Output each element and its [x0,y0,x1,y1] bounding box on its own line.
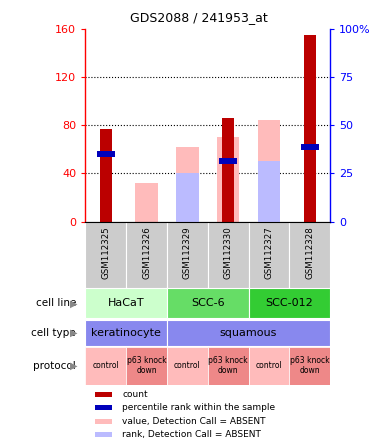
Bar [219,159,237,164]
Bar [96,151,115,157]
Text: count: count [122,390,148,399]
Bar [95,432,112,437]
Text: GSM112325: GSM112325 [101,226,110,279]
Bar [85,347,126,385]
Text: p63 knock
down: p63 knock down [127,356,166,376]
Bar [126,347,167,385]
Text: control: control [174,361,201,370]
Bar [289,222,330,288]
Bar [85,289,167,318]
Bar [208,222,249,288]
Bar [135,183,158,222]
Bar [95,405,112,410]
Text: GSM112330: GSM112330 [224,226,233,279]
Bar [249,289,330,318]
Text: ▶: ▶ [70,328,77,338]
Text: GSM112329: GSM112329 [183,226,192,279]
Bar [289,347,330,385]
Bar [95,392,112,396]
Text: GSM112328: GSM112328 [305,226,314,279]
Text: GSM112327: GSM112327 [265,226,273,279]
Bar [303,35,316,222]
Text: GDS2088 / 241953_at: GDS2088 / 241953_at [129,11,267,24]
Text: GSM112326: GSM112326 [142,226,151,279]
Text: percentile rank within the sample: percentile rank within the sample [122,403,275,412]
Bar [222,118,234,222]
Text: keratinocyte: keratinocyte [91,328,161,338]
Bar [126,222,167,288]
Text: SCC-012: SCC-012 [266,298,313,309]
Bar [167,347,208,385]
Text: ▶: ▶ [70,298,77,309]
Bar [176,174,198,222]
Text: HaCaT: HaCaT [108,298,144,309]
Text: cell type: cell type [32,328,76,338]
Text: value, Detection Call = ABSENT: value, Detection Call = ABSENT [122,417,266,426]
Bar [217,137,239,222]
Text: rank, Detection Call = ABSENT: rank, Detection Call = ABSENT [122,430,261,439]
Text: protocol: protocol [33,361,76,371]
Bar [167,320,330,346]
Bar [301,144,319,150]
Bar [208,347,249,385]
Bar [249,222,289,288]
Text: SCC-6: SCC-6 [191,298,224,309]
Bar [176,147,198,222]
Text: cell line: cell line [36,298,76,309]
Bar [167,289,249,318]
Text: p63 knock
down: p63 knock down [290,356,329,376]
Text: ▶: ▶ [70,361,77,371]
Text: squamous: squamous [220,328,277,338]
Text: p63 knock
down: p63 knock down [209,356,248,376]
Text: control: control [256,361,282,370]
Bar [99,129,112,222]
Text: control: control [92,361,119,370]
Bar [95,419,112,424]
Bar [258,120,280,222]
Bar [85,320,167,346]
Bar [249,347,289,385]
Bar [85,222,126,288]
Bar [258,161,280,222]
Bar [167,222,208,288]
